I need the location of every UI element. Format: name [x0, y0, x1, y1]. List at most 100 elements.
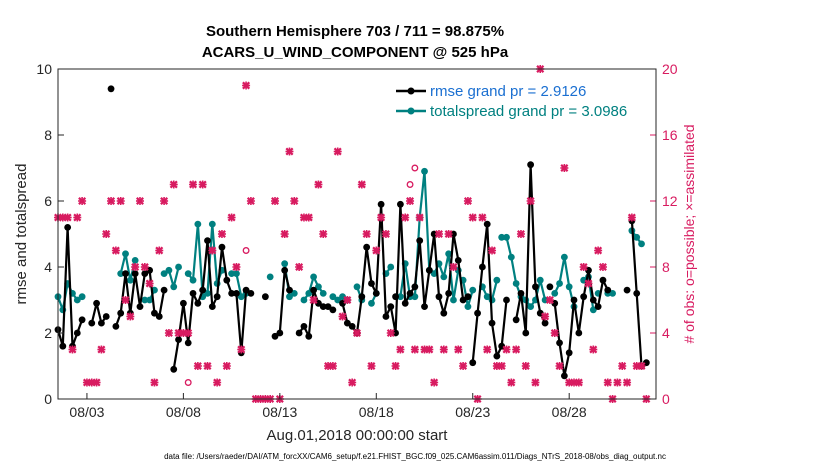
- rmse-point: [416, 237, 424, 245]
- obs-assimilated-marker: [584, 279, 593, 288]
- totalspread-point: [445, 250, 453, 258]
- obs-assimilated-marker: [589, 345, 598, 354]
- totalspread-point: [170, 283, 178, 291]
- obs-assimilated-marker: [189, 180, 198, 189]
- totalspread-point: [450, 296, 457, 304]
- obs-assimilated-marker: [618, 362, 627, 370]
- rmse-point: [464, 293, 472, 301]
- obs-assimilated-marker: [507, 378, 516, 387]
- obs-assimilated-marker: [160, 197, 169, 205]
- rmse-point: [151, 309, 158, 317]
- rmse-point: [102, 313, 110, 320]
- x-tick-label: 08/23: [455, 404, 490, 420]
- obs-assimilated-marker: [463, 197, 472, 205]
- obs-possible-marker: [406, 181, 414, 188]
- totalspread-point: [503, 233, 510, 241]
- totalspread-point: [498, 233, 506, 241]
- rmse-point: [411, 283, 419, 291]
- obs-assimilated-marker: [439, 345, 448, 354]
- obs-assimilated-marker: [444, 230, 453, 238]
- rmse-point: [88, 319, 96, 327]
- totalspread-point: [353, 283, 361, 291]
- rmse-point: [377, 200, 385, 208]
- rmse-point: [401, 299, 409, 307]
- obs-assimilated-marker: [478, 213, 487, 222]
- totalspread-point: [387, 263, 395, 271]
- obs-assimilated-marker: [381, 230, 390, 238]
- obs-assimilated-marker: [497, 362, 506, 370]
- rmse-point: [107, 85, 115, 93]
- rmse-point: [59, 342, 67, 350]
- rmse-point: [324, 303, 332, 310]
- rmse-point: [242, 286, 250, 294]
- rmse-point: [493, 352, 501, 360]
- rmse-point: [488, 319, 496, 327]
- rmse-point: [503, 296, 510, 304]
- obs-assimilated-marker: [449, 263, 458, 271]
- obs-assimilated-marker: [217, 230, 226, 238]
- rmse-point: [160, 286, 168, 294]
- totalspread-point: [266, 273, 274, 281]
- totalspread-point: [204, 290, 211, 297]
- rmse-point: [286, 286, 293, 294]
- totalspread-point: [430, 270, 438, 277]
- rmse-line-segment: [235, 289, 252, 354]
- obs-assimilated-marker: [594, 246, 603, 255]
- chart-title: Southern Hemisphere 703 / 711 = 98.875%: [206, 23, 504, 40]
- obs-assimilated-marker: [290, 197, 299, 205]
- y2-axis-label: # of obs: o=possible; ×=assimilated: [681, 124, 697, 343]
- totalspread-point: [315, 283, 322, 291]
- obs-assimilated-marker: [246, 197, 255, 205]
- obs-assimilated-marker: [367, 362, 376, 370]
- rmse-point: [560, 372, 568, 380]
- rmse-point: [170, 365, 178, 373]
- rmse-point: [483, 220, 491, 228]
- rmse-point: [141, 270, 149, 277]
- y2-tick-label: 0: [662, 391, 670, 407]
- obs-assimilated-marker: [516, 230, 525, 238]
- totalspread-point: [633, 233, 641, 241]
- totalspread-point: [310, 273, 317, 281]
- rmse-point: [98, 319, 105, 327]
- obs-assimilated-marker: [280, 230, 289, 238]
- obs-assimilated-marker: [459, 362, 468, 370]
- obs-possible-marker: [242, 247, 250, 254]
- totalspread-point: [237, 293, 245, 301]
- obs-assimilated-marker: [396, 345, 405, 354]
- totalspread-point: [319, 290, 327, 297]
- obs-assimilated-marker: [362, 230, 371, 238]
- rmse-line-segment: [56, 226, 84, 348]
- totalspread-line-segment: [501, 236, 523, 298]
- totalspread-point: [281, 260, 289, 268]
- totalspread-point: [189, 276, 197, 284]
- rmse-point: [623, 286, 631, 294]
- rmse-point: [556, 339, 563, 347]
- totalspread-point: [208, 220, 216, 228]
- rmse-point: [541, 319, 549, 327]
- rmse-point: [633, 290, 641, 297]
- obs-assimilated-marker: [319, 230, 328, 238]
- rmse-point: [93, 299, 100, 307]
- totalspread-point: [421, 167, 428, 175]
- x-tick-label: 08/08: [166, 404, 201, 420]
- rmse-point: [281, 266, 289, 274]
- totalspread-point: [556, 280, 563, 287]
- totalspread-point: [131, 257, 139, 264]
- totalspread-point: [334, 296, 342, 304]
- rmse-point: [136, 303, 144, 310]
- totalspread-point: [638, 240, 645, 248]
- obs-assimilated-marker: [208, 246, 217, 255]
- totalspread-point: [141, 296, 149, 304]
- legend-item-totalspread: totalspread grand pr = 3.0986: [396, 103, 627, 120]
- x-tick-label: 08/18: [359, 404, 394, 420]
- obs-assimilated-marker: [627, 213, 636, 222]
- totalspread-point: [397, 293, 404, 301]
- rmse-point: [454, 257, 462, 264]
- obs-assimilated-marker: [121, 296, 130, 304]
- rmse-point: [382, 313, 390, 320]
- obs-assimilated-marker: [140, 263, 149, 271]
- obs-assimilated-marker: [116, 197, 125, 205]
- obs-assimilated-marker: [155, 246, 164, 255]
- y-tick-label: 2: [44, 325, 52, 341]
- rmse-point: [271, 332, 279, 340]
